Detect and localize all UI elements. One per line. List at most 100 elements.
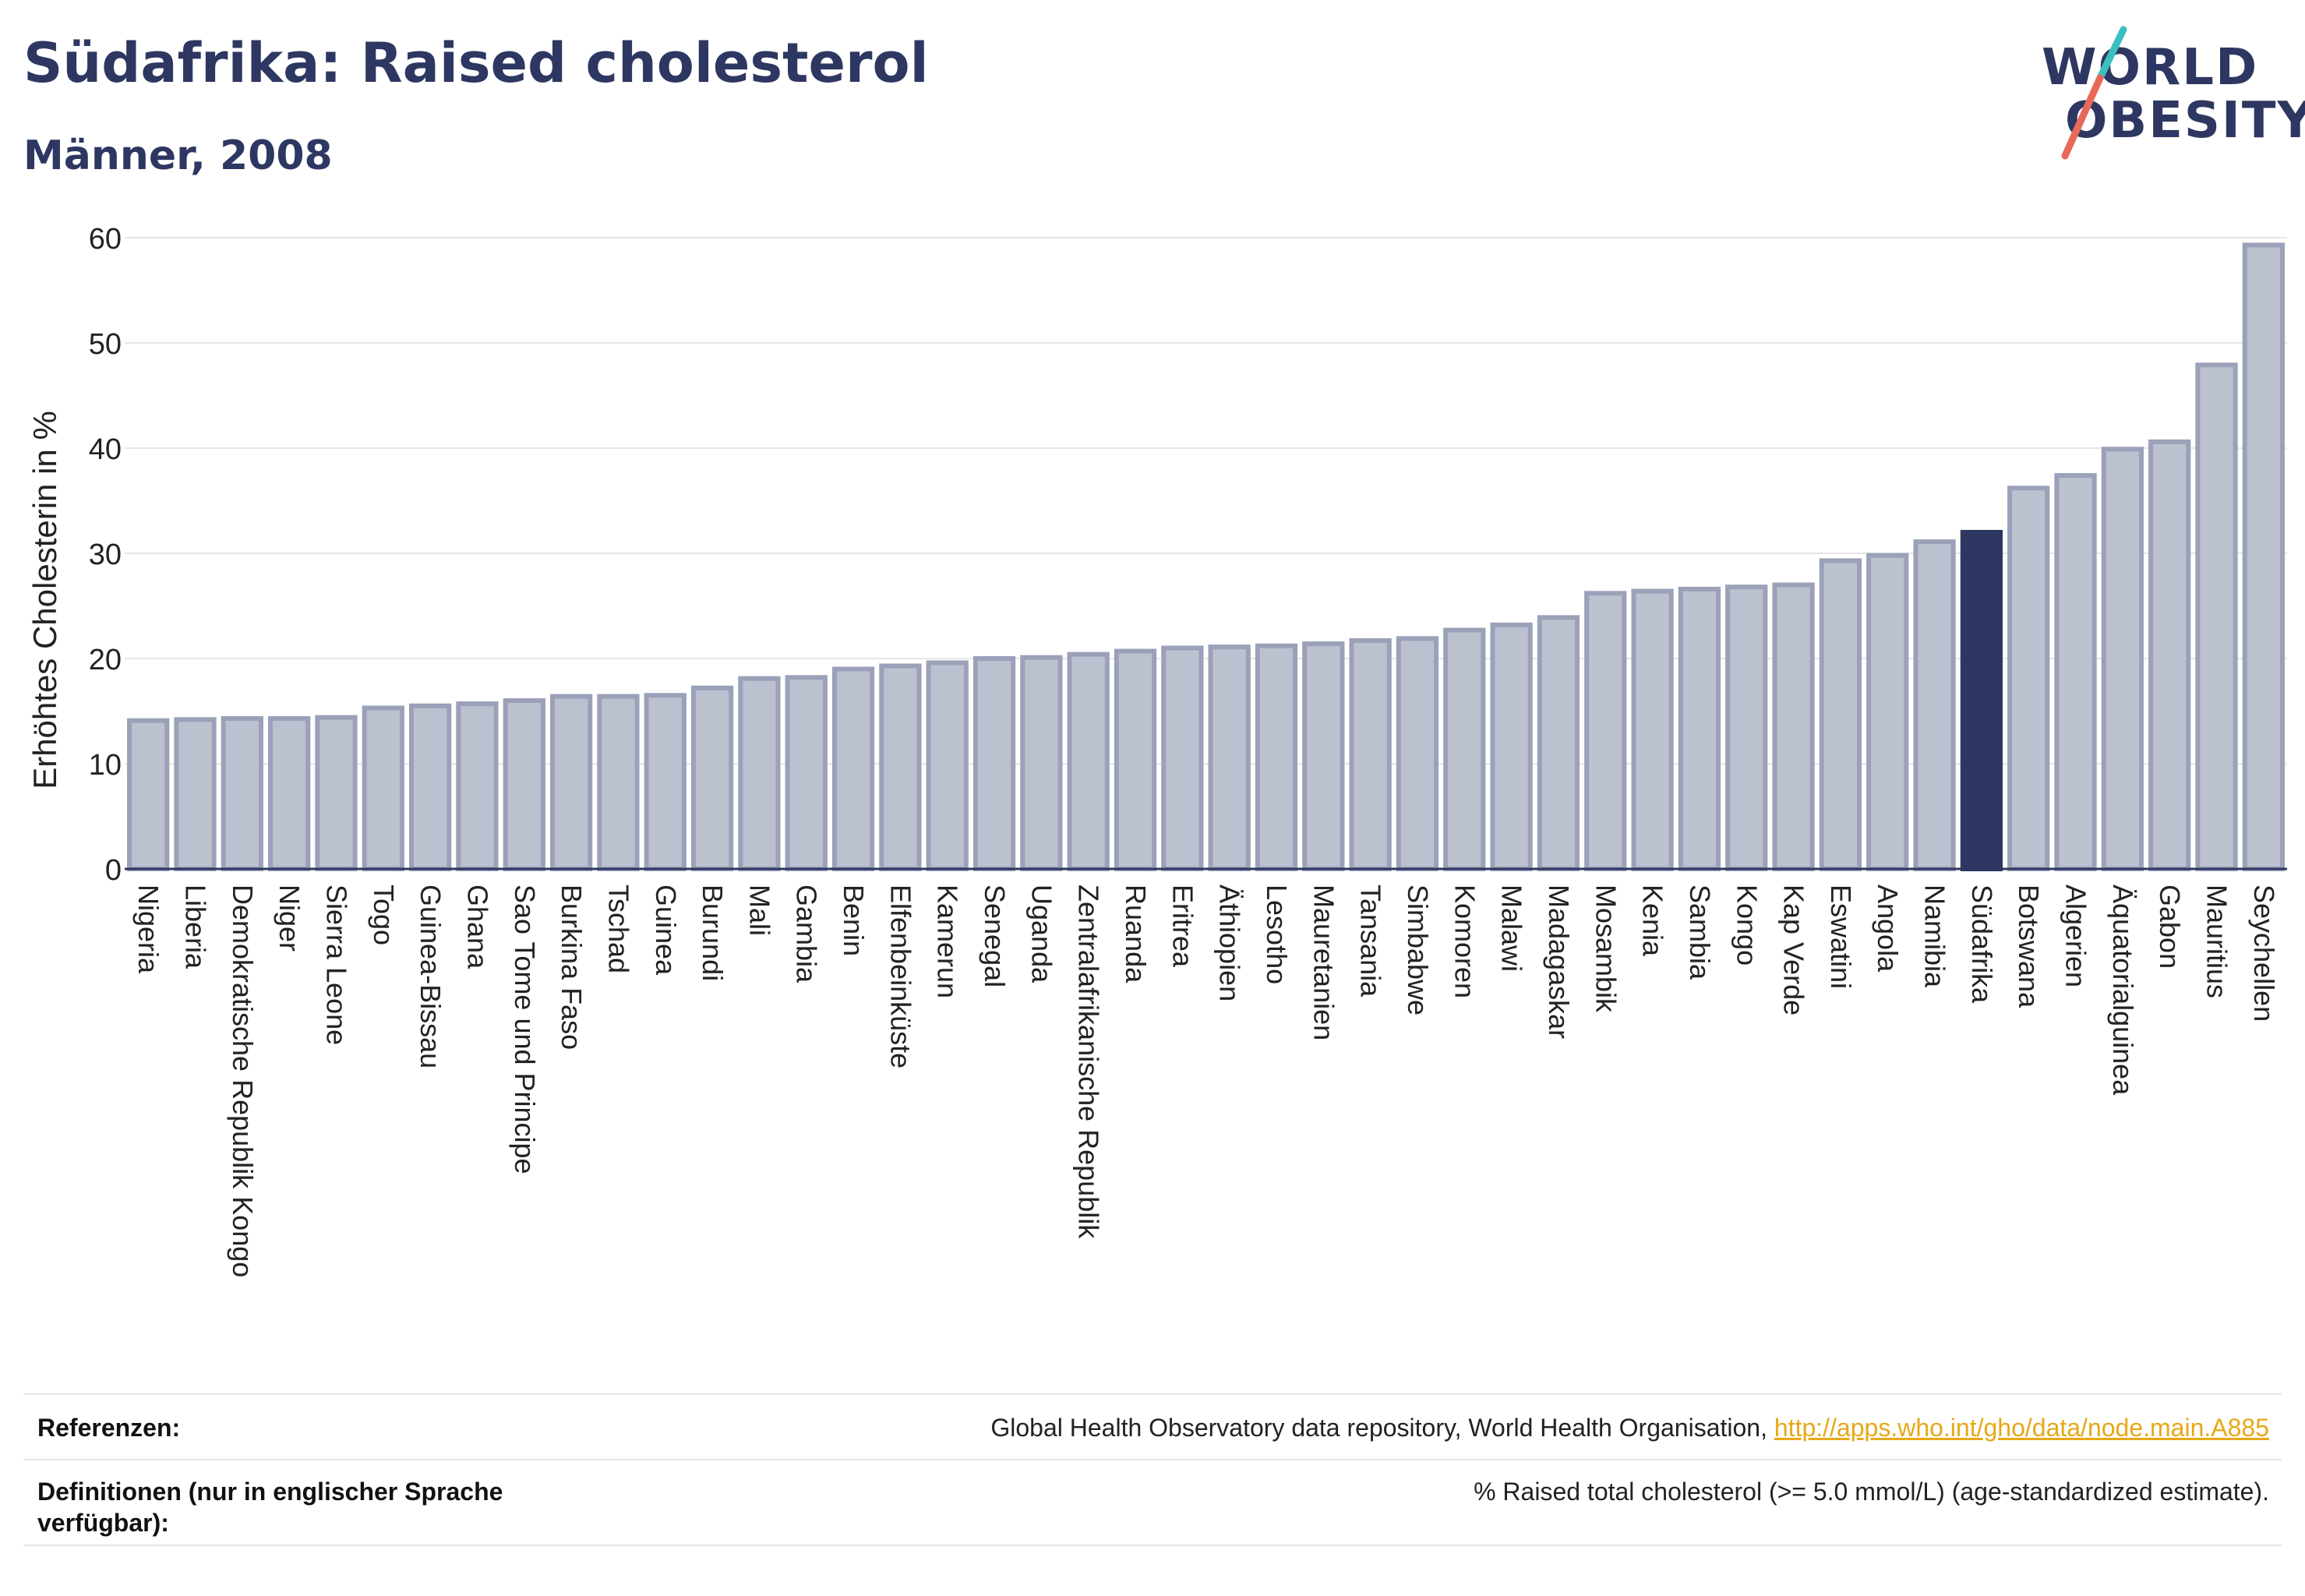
x-tick-label: Uganda (1025, 885, 1057, 983)
bar (2195, 362, 2238, 872)
x-tick-label: Gabon (2154, 885, 2186, 969)
x-tick-label: Kongo (1731, 885, 1763, 966)
x-tick-label: Burkina Faso (556, 885, 588, 1050)
y-tick-label: 30 (89, 538, 122, 571)
bar (2054, 473, 2097, 871)
x-tick-label: Madagaskar (1543, 885, 1575, 1039)
bar (738, 676, 781, 872)
axes: 0 10 20 30 40 50 60 Nigeria Liberia Demokratische… (89, 223, 2287, 1277)
x-tick-label: Sierra Leone (320, 885, 352, 1045)
bar (1020, 655, 1063, 872)
bar (785, 675, 828, 871)
definitions-value: % Raised total cholesterol (>= 5.0 mmol/… (1474, 1478, 2269, 1506)
x-tick-label: Demokratische Republik Kongo (227, 885, 259, 1277)
world-obesity-logo[interactable]: WORLD OBESITY (2026, 23, 2305, 171)
x-tick-label: Kap Verde (1778, 885, 1810, 1015)
bar (362, 705, 404, 872)
bar (221, 715, 263, 872)
bar (1490, 622, 1533, 871)
chart-subtitle: Männer, 2008 (23, 132, 333, 179)
x-tick-label: Liberia (179, 885, 211, 969)
x-tick-label: Namibia (1919, 885, 1951, 988)
bars (127, 242, 2285, 872)
x-tick-label: Malawi (1496, 885, 1528, 972)
y-tick-label: 60 (89, 223, 122, 256)
references-value: Global Health Observatory data repositor… (990, 1414, 2269, 1442)
bar (1255, 643, 1298, 871)
x-tick-label: Äthiopien (1214, 885, 1246, 1001)
x-tick-label: Tschad (602, 885, 634, 973)
definitions-row: Definitionen (nur in englischer Sprache … (23, 1459, 2282, 1546)
footer-bottom-rule (23, 1545, 2282, 1546)
bar (690, 685, 734, 871)
x-tick-label: Sao Tome und Principe (509, 885, 541, 1174)
x-tick-label: Niger (274, 885, 305, 952)
x-tick-label: Ghana (461, 885, 493, 969)
x-tick-label: Zentralafrikanische Republik (1073, 885, 1105, 1239)
bar (503, 698, 545, 871)
bar (1631, 588, 1674, 871)
x-tick-label: Mauretanien (1308, 885, 1340, 1040)
bar (127, 718, 170, 872)
bar (1725, 584, 1768, 871)
bar (1584, 591, 1627, 871)
bar-chart: 0 10 20 30 40 50 60 Nigeria Liberia Demokratische… (26, 223, 2287, 1277)
bar (879, 663, 922, 871)
chart-title: Südafrika: Raised cholesterol (23, 31, 929, 95)
bar (1349, 638, 1392, 871)
bar (1678, 586, 1721, 872)
y-axis-label: Erhöhtes Cholesterin in % (26, 411, 63, 789)
bar (549, 694, 593, 871)
bar (1866, 553, 1909, 871)
bar (268, 715, 311, 872)
logo-slash-icon (2061, 26, 2127, 160)
bar (408, 703, 452, 871)
references-link[interactable]: http://apps.who.int/gho/data/node.main.A… (1774, 1414, 2269, 1442)
x-tick-label: Eritrea (1167, 885, 1198, 968)
bar (831, 666, 875, 871)
bar (972, 656, 1016, 871)
bar (1913, 539, 1956, 872)
x-tick-label: Eswatini (1825, 885, 1857, 989)
x-tick-label: Botswana (2013, 885, 2045, 1008)
x-tick-label: Senegal (979, 885, 1011, 987)
x-tick-label: Benin (838, 885, 870, 956)
bar (1067, 651, 1110, 871)
x-tick-label: Seychellen (2248, 885, 2280, 1022)
y-tick-label: 10 (89, 749, 122, 782)
x-tick-label: Kenia (1637, 885, 1669, 957)
x-tick-label: Togo (368, 885, 400, 945)
y-tick-label: 20 (89, 644, 122, 676)
bar (1302, 641, 1345, 871)
bar (1772, 582, 1815, 871)
bar (1161, 645, 1204, 871)
logo-line-1: WORLD (2042, 39, 2259, 97)
bar (2148, 439, 2191, 871)
logo-line-2: OBESITY (2065, 92, 2305, 150)
references-row: Referenzen: Global Health Observatory da… (23, 1393, 2282, 1460)
references-text: Global Health Observatory data repositor… (990, 1414, 1774, 1442)
bar-highlight (1960, 530, 2003, 871)
y-tick-label: 0 (105, 854, 122, 887)
bar (456, 701, 499, 871)
x-tick-label: Komoren (1449, 885, 1481, 998)
x-tick-label: Mosambik (1590, 885, 1622, 1013)
x-tick-label: Kamerun (932, 885, 964, 998)
bar (1819, 558, 1862, 871)
bar (1396, 636, 1439, 871)
bar (2007, 486, 2050, 871)
x-tick-label: Mali (743, 885, 775, 936)
bar (644, 693, 687, 871)
x-tick-label: Burundi (697, 885, 729, 981)
bar (1208, 644, 1251, 872)
x-tick-label: Angola (1872, 885, 1904, 973)
x-tick-label: Äquatorialguinea (2107, 885, 2139, 1096)
bar (315, 715, 358, 871)
references-label: Referenzen: (37, 1414, 181, 1442)
y-tick-label: 40 (89, 433, 122, 466)
x-tick-label: Gambia (791, 885, 823, 983)
x-tick-label: Nigeria (132, 885, 164, 974)
bar (1537, 615, 1580, 871)
definitions-label-line-2: verfügbar): (37, 1509, 169, 1537)
y-tick-label: 50 (89, 328, 122, 361)
